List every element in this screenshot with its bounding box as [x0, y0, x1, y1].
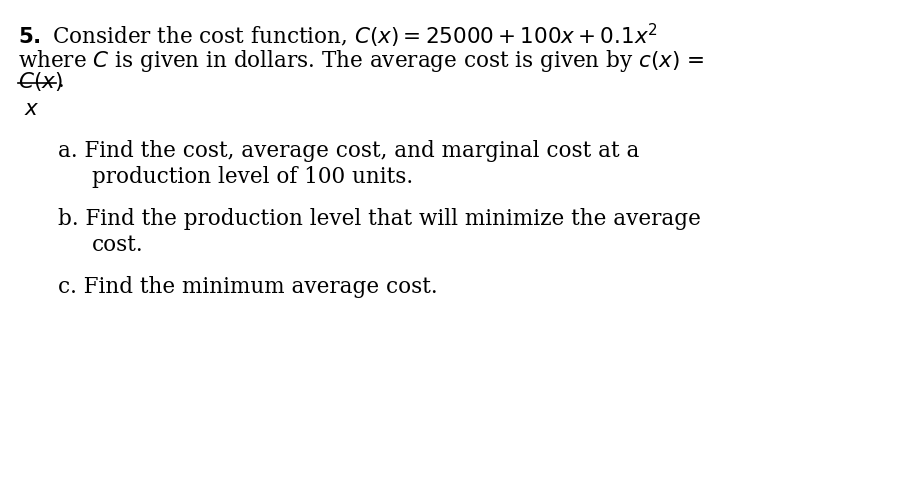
Text: production level of 100 units.: production level of 100 units.	[92, 166, 413, 188]
Text: cost.: cost.	[92, 233, 143, 256]
Text: $C(x)$: $C(x)$	[18, 70, 63, 93]
Text: where $C$ is given in dollars. The average cost is given by $c(x)$ =: where $C$ is given in dollars. The avera…	[18, 48, 705, 74]
Text: .: .	[58, 70, 65, 92]
Text: a. Find the cost, average cost, and marginal cost at a: a. Find the cost, average cost, and marg…	[58, 140, 640, 162]
Text: c. Find the minimum average cost.: c. Find the minimum average cost.	[58, 276, 438, 298]
Text: b. Find the production level that will minimize the average: b. Find the production level that will m…	[58, 207, 701, 229]
Text: $x$: $x$	[24, 98, 39, 120]
Text: $\bf{5.}$ Consider the cost function, $C(x) = 25000 + 100x + 0.1x^2$: $\bf{5.}$ Consider the cost function, $C…	[18, 22, 658, 50]
